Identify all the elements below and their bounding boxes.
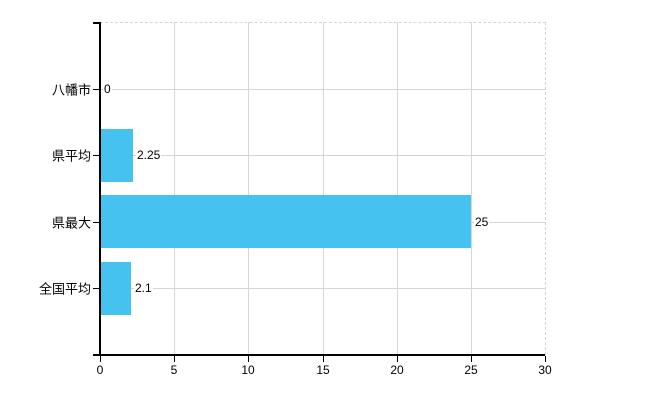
bar xyxy=(101,262,131,315)
y-tick xyxy=(93,288,100,289)
y-axis xyxy=(99,22,101,355)
y-tick xyxy=(93,89,100,90)
x-tick-label: 20 xyxy=(390,363,404,377)
gridline-horizontal xyxy=(100,288,545,289)
x-tick-label: 10 xyxy=(241,363,255,377)
x-tick xyxy=(248,356,249,362)
y-axis-top-tick xyxy=(93,22,100,24)
x-tick xyxy=(174,356,175,362)
gridline-vertical xyxy=(323,22,324,355)
category-label: 県平均 xyxy=(51,148,91,164)
gridline-vertical xyxy=(174,22,175,355)
category-label: 県最大 xyxy=(51,215,91,231)
x-tick-label: 30 xyxy=(538,363,552,377)
gridline-vertical xyxy=(397,22,398,355)
x-tick xyxy=(471,356,472,362)
plot-border-right xyxy=(545,22,546,355)
x-tick-label: 5 xyxy=(170,363,178,377)
gridline-horizontal xyxy=(100,89,545,90)
gridline-horizontal xyxy=(100,155,545,156)
gridline-vertical xyxy=(471,22,472,355)
x-axis xyxy=(93,354,545,356)
bar-value-label: 2.1 xyxy=(134,281,153,295)
gridline-vertical xyxy=(248,22,249,355)
x-tick xyxy=(100,356,101,362)
bar-value-label: 2.25 xyxy=(136,148,162,162)
bar xyxy=(101,195,471,248)
x-tick-label: 0 xyxy=(96,363,104,377)
y-tick xyxy=(93,222,100,223)
x-tick-label: 15 xyxy=(316,363,330,377)
bar-value-label: 0 xyxy=(103,82,112,96)
x-tick xyxy=(545,356,546,362)
category-label: 八幡市 xyxy=(51,82,91,98)
x-tick xyxy=(323,356,324,362)
x-tick-label: 25 xyxy=(464,363,478,377)
bar xyxy=(101,129,133,182)
bar-value-label: 25 xyxy=(474,215,490,229)
x-tick xyxy=(397,356,398,362)
y-tick xyxy=(93,155,100,156)
category-label: 全国平均 xyxy=(38,281,91,297)
